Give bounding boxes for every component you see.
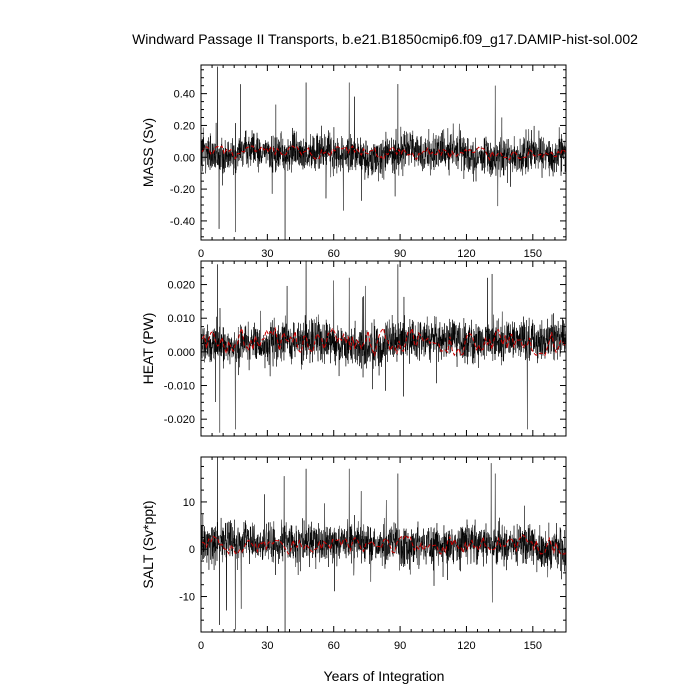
x-tick-label-mass: 60 [328, 248, 340, 260]
monthly-series-mass [201, 66, 566, 240]
series-group-heat [201, 261, 566, 433]
y-axis-label-salt: SALT (Sv*ppt) [140, 500, 156, 588]
x-tick-label-salt: 90 [394, 640, 406, 652]
plot-frame-salt [200, 456, 567, 633]
y-tick-label-heat: 0.000 [167, 347, 195, 359]
plot-frame-heat [200, 260, 567, 437]
y-tick-label-heat: 0.010 [167, 313, 195, 325]
x-tick-label-salt: 60 [328, 640, 340, 652]
y-tick-label-heat: -0.020 [164, 414, 195, 426]
y-tick-label-salt: -10 [179, 592, 195, 604]
annual-mean-series-heat [201, 326, 566, 357]
x-tick-label-salt: 0 [198, 640, 204, 652]
y-tick-label-salt: 10 [183, 497, 195, 509]
y-tick-label-salt: 0 [189, 544, 195, 556]
x-tick-label-mass: 0 [198, 248, 204, 260]
x-tick-label-mass: 90 [394, 248, 406, 260]
y-tick-label-mass: 0.00 [174, 152, 195, 164]
panels-group: 0 30 60 90 120 150 0.40 0.20 0.00 -0.20 -0.40 MASS … [140, 64, 567, 652]
series-group-mass [201, 66, 566, 240]
y-tick-label-heat: 0.020 [167, 280, 195, 292]
x-axis-label: Years of Integration [324, 668, 445, 684]
panel-heat: 0.020 0.010 0.000 -0.010 -0.020 HEAT (PW) [140, 260, 567, 437]
annual-mean-series-mass [201, 145, 566, 162]
annual-mean-series-salt [201, 534, 566, 555]
panel-salt: 0 30 60 90 120 150 10 0 -10 SALT (Sv*ppt) [140, 456, 567, 652]
x-tick-label-salt: 120 [457, 640, 475, 652]
x-tick-label-mass: 120 [457, 248, 475, 260]
series-group-salt [201, 457, 566, 632]
plot-frame-mass [200, 64, 567, 241]
chart-title: Windward Passage II Transports, b.e21.B1… [132, 31, 638, 47]
y-tick-label-mass: -0.40 [170, 216, 195, 228]
x-tick-label-mass: 150 [524, 248, 542, 260]
x-tick-label-salt: 150 [524, 640, 542, 652]
monthly-series-heat [201, 261, 566, 433]
y-tick-label-mass: 0.40 [174, 89, 195, 101]
y-axis-label-heat: HEAT (PW) [140, 313, 156, 385]
y-tick-label-mass: 0.20 [174, 120, 195, 132]
y-tick-label-mass: -0.20 [170, 184, 195, 196]
y-tick-label-heat: -0.010 [164, 381, 195, 393]
x-tick-label-mass: 30 [261, 248, 273, 260]
panel-mass: 0 30 60 90 120 150 0.40 0.20 0.00 -0.20 -0.40 MASS … [140, 64, 567, 260]
x-tick-label-salt: 30 [261, 640, 273, 652]
y-axis-label-mass: MASS (Sv) [140, 118, 156, 187]
